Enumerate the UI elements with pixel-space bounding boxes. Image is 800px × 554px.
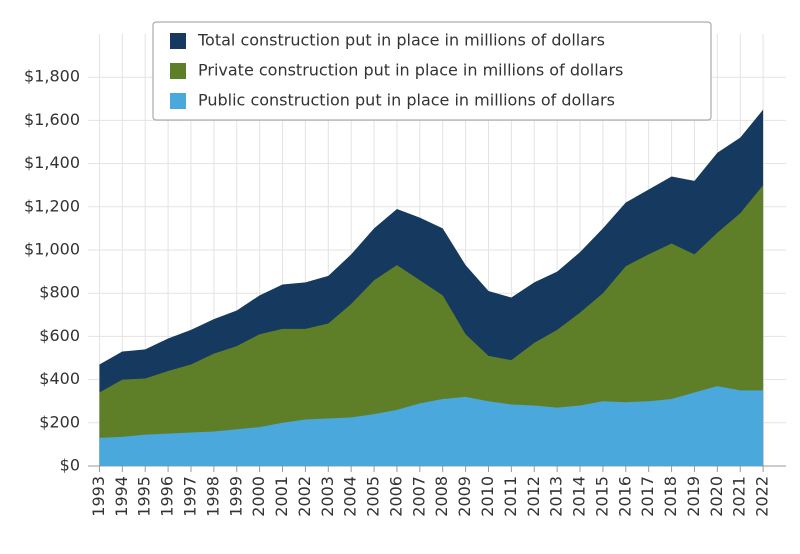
x-tick-label: 2008 [432, 476, 451, 517]
y-tick-label: $1,600 [24, 110, 80, 129]
x-tick-label: 2014 [570, 476, 589, 517]
legend-swatch [170, 63, 186, 79]
y-tick-label: $1,200 [24, 196, 80, 215]
x-tick-label: 1998 [203, 476, 222, 517]
y-tick-label: $1,000 [24, 240, 80, 259]
x-tick-label: 2003 [318, 476, 337, 517]
x-tick-label: 2007 [409, 476, 428, 517]
x-tick-label: 1995 [135, 476, 154, 517]
x-tick-label: 2002 [295, 476, 314, 517]
legend-swatch [170, 93, 186, 109]
legend-label: Total construction put in place in milli… [197, 31, 605, 50]
x-tick-label: 2000 [249, 476, 268, 517]
legend-label: Public construction put in place in mill… [198, 91, 615, 110]
legend-label: Private construction put in place in mil… [198, 61, 623, 80]
x-tick-label: 2021 [730, 476, 749, 517]
y-tick-label: $1,400 [24, 153, 80, 172]
area [99, 185, 764, 466]
x-tick-label: 1997 [180, 476, 199, 517]
legend-swatch [170, 33, 186, 49]
x-tick-label: 2015 [592, 476, 611, 517]
x-tick-label: 2001 [272, 476, 291, 517]
x-tick-label: 2011 [501, 476, 520, 517]
x-tick-label: 2022 [753, 476, 772, 517]
x-tick-label: 2016 [615, 476, 634, 517]
x-tick-label: 2006 [386, 476, 405, 517]
x-tick-label: 2019 [684, 476, 703, 517]
x-tick-label: 2020 [707, 476, 726, 517]
x-tick-label: 1994 [112, 476, 131, 517]
x-tick-label: 2004 [341, 476, 360, 517]
x-tick-label: 2018 [661, 476, 680, 517]
x-tick-label: 2009 [455, 476, 474, 517]
y-tick-label: $1,800 [24, 67, 80, 86]
x-tick-label: 1996 [158, 476, 177, 517]
y-tick-label: $600 [39, 326, 80, 345]
area [99, 386, 764, 466]
y-tick-label: $0 [60, 456, 80, 475]
y-tick-label: $400 [39, 369, 80, 388]
x-tick-label: 2017 [638, 476, 657, 517]
x-tick-label: 2012 [524, 476, 543, 517]
legend-box [152, 21, 712, 121]
y-tick-label: $800 [39, 283, 80, 302]
legend: Total construction put in place in milli… [152, 21, 712, 121]
x-tick-label: 2005 [364, 476, 383, 517]
x-tick-label: 2013 [547, 476, 566, 517]
y-tick-label: $200 [39, 412, 80, 431]
x-tick-label: 1999 [226, 476, 245, 517]
x-tick-label: 1993 [89, 476, 108, 517]
x-tick-label: 2010 [478, 476, 497, 517]
